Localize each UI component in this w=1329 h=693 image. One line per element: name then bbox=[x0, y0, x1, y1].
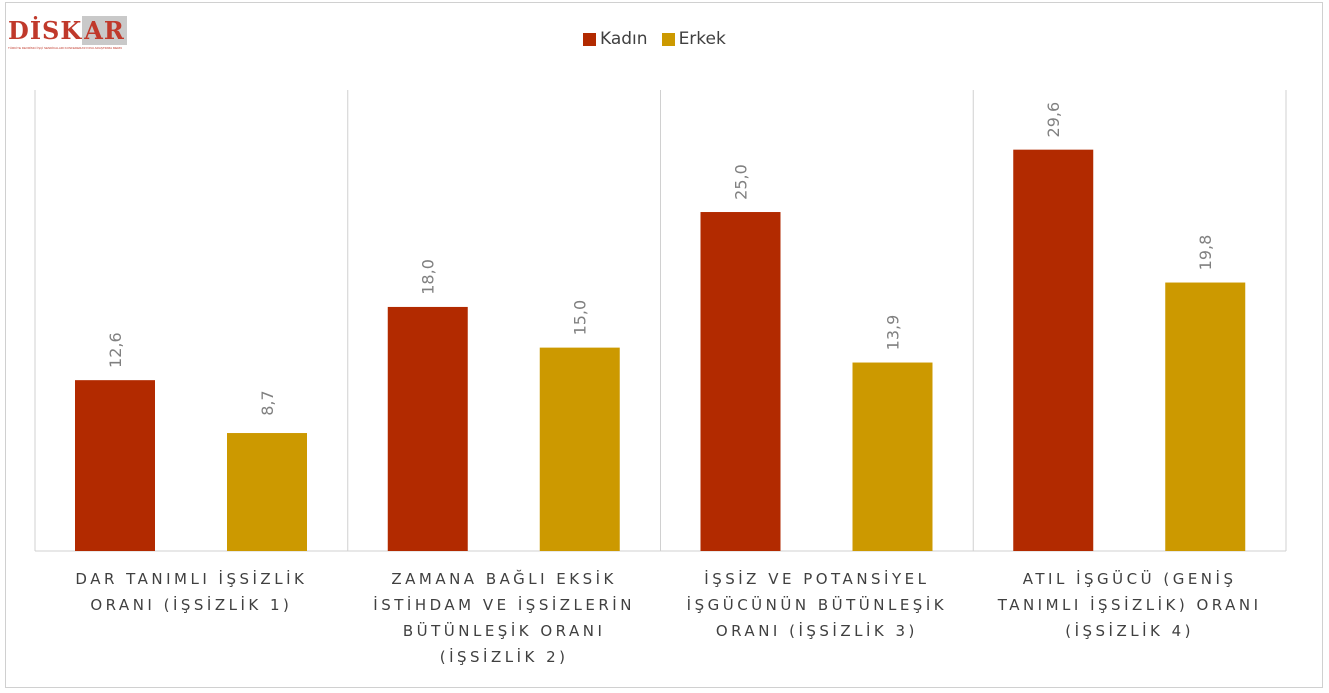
legend-label-erkek: Erkek bbox=[678, 29, 726, 49]
x-tick-label: ZAMANA BAĞLI EKSİK İSTİHDAM VE İŞSİZLERİN… bbox=[359, 566, 649, 670]
bar-kadin bbox=[75, 380, 155, 551]
data-label: 25,0 bbox=[732, 164, 751, 200]
data-label: 15,0 bbox=[571, 300, 590, 336]
x-tick-label-line: İSTİHDAM VE İŞSİZLERİN bbox=[373, 596, 635, 614]
data-label: 19,8 bbox=[1196, 235, 1215, 271]
data-label: 12,6 bbox=[106, 332, 125, 368]
x-tick-label-line: İŞSİZ VE POTANSİYEL bbox=[704, 570, 930, 588]
x-tick-label-line: ORANI (İŞSİZLİK 1) bbox=[90, 596, 293, 614]
legend-item-kadin: Kadın bbox=[583, 29, 648, 49]
bar-kadin bbox=[700, 212, 781, 551]
x-tick-label: ATIL İŞGÜCÜ (GENİŞ TANIMLI İŞSİZLİK) ORAN… bbox=[985, 566, 1275, 644]
bar-erkek bbox=[227, 433, 307, 551]
x-tick-label-line: ATIL İŞGÜCÜ (GENİŞ bbox=[1022, 570, 1237, 588]
data-label: 29,6 bbox=[1044, 102, 1063, 138]
diskar-logo: DİSKAR TÜRKİYE DEVRİMCİ İŞÇİ SENDİKALARI… bbox=[8, 16, 127, 53]
x-tick-label: İŞSİZ VE POTANSİYEL İŞGÜCÜNÜN BÜTÜNLEŞİK O… bbox=[672, 566, 962, 644]
bar-erkek bbox=[539, 347, 620, 551]
bar-erkek bbox=[852, 362, 933, 551]
bar-kadin bbox=[1013, 149, 1094, 552]
bar-kadin bbox=[387, 306, 468, 551]
x-tick-label-line: İŞGÜCÜNÜN BÜTÜNLEŞİK bbox=[686, 596, 948, 614]
legend-item-erkek: Erkek bbox=[661, 29, 726, 49]
data-label: 18,0 bbox=[419, 259, 438, 295]
x-tick-label-line: TANIMLI İŞSİZLİK) ORANI bbox=[997, 596, 1262, 614]
x-tick-label-line: ORANI (İŞSİZLİK 3) bbox=[715, 622, 918, 640]
x-tick-label-line: ZAMANA BAĞLI EKSİK bbox=[391, 570, 617, 588]
legend-swatch-erkek bbox=[661, 32, 675, 46]
legend-label-kadin: Kadın bbox=[600, 29, 648, 49]
x-tick-label-line: DAR TANIMLI İŞSİZLİK bbox=[75, 570, 308, 588]
data-label: 13,9 bbox=[884, 315, 903, 351]
logo-tagline: TÜRKİYE DEVRİMCİ İŞÇİ SENDİKALARI KONFED… bbox=[8, 46, 122, 50]
logo-wordmark: DİSKAR bbox=[8, 16, 127, 45]
x-tick-label: DAR TANIMLI İŞSİZLİK ORANI (İŞSİZLİK 1) bbox=[46, 566, 336, 618]
legend-swatch-kadin bbox=[583, 32, 596, 46]
x-tick-label-line: BÜTÜNLEŞİK ORANI bbox=[402, 622, 606, 640]
chart-frame bbox=[5, 2, 1323, 688]
bar-erkek bbox=[1165, 282, 1246, 551]
data-label: 8,7 bbox=[258, 390, 277, 415]
chart-legend: Kadın Erkek bbox=[583, 28, 740, 50]
x-tick-label-line: (İŞSİZLİK 2) bbox=[439, 648, 569, 666]
x-tick-label-line: (İŞSİZLİK 4) bbox=[1065, 622, 1195, 640]
